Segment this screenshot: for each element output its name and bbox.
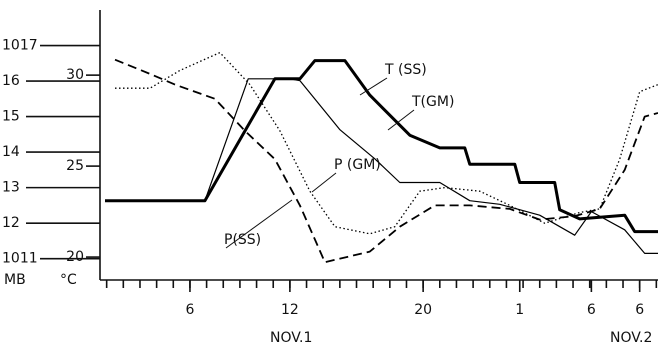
series-line <box>105 59 658 234</box>
y-tick-label: 16 <box>2 73 20 89</box>
y2-tick-label: 20 <box>66 249 84 265</box>
y-tick-label: 13 <box>2 180 20 196</box>
x-tick-label: 1 <box>515 302 524 318</box>
x-tick-label: 12 <box>281 302 299 318</box>
x-tick-label: 6 <box>185 302 194 318</box>
y-tick-label: 1017 <box>2 38 38 54</box>
x-tick-label: 6 <box>635 302 644 318</box>
series-label: P(SS) <box>224 232 261 248</box>
series-label: P (GM) <box>334 157 381 173</box>
series-line <box>115 51 658 235</box>
leader-line <box>387 109 415 131</box>
series-line <box>105 78 658 254</box>
series-label: T (SS) <box>384 62 427 78</box>
y-tick-label: 12 <box>2 215 20 231</box>
y-axis-label: MB <box>4 272 26 288</box>
series-label: T(GM) <box>411 94 454 110</box>
y-tick-label: 14 <box>2 144 20 160</box>
x-tick-label: 6 <box>587 302 596 318</box>
leader-line <box>359 77 388 96</box>
y2-tick-label: 30 <box>66 67 84 83</box>
y2-axis-label: °C <box>60 272 77 288</box>
day-label: NOV.2 <box>610 330 652 346</box>
y-tick-label: 15 <box>2 109 20 125</box>
day-label: NOV.1 <box>270 330 312 346</box>
y-tick-label: 1011 <box>2 251 38 267</box>
x-tick-label: 20 <box>414 302 432 318</box>
leader-line <box>225 199 293 249</box>
y2-tick-label: 25 <box>66 158 84 174</box>
leader-line <box>311 172 337 193</box>
series-line <box>114 58 658 264</box>
